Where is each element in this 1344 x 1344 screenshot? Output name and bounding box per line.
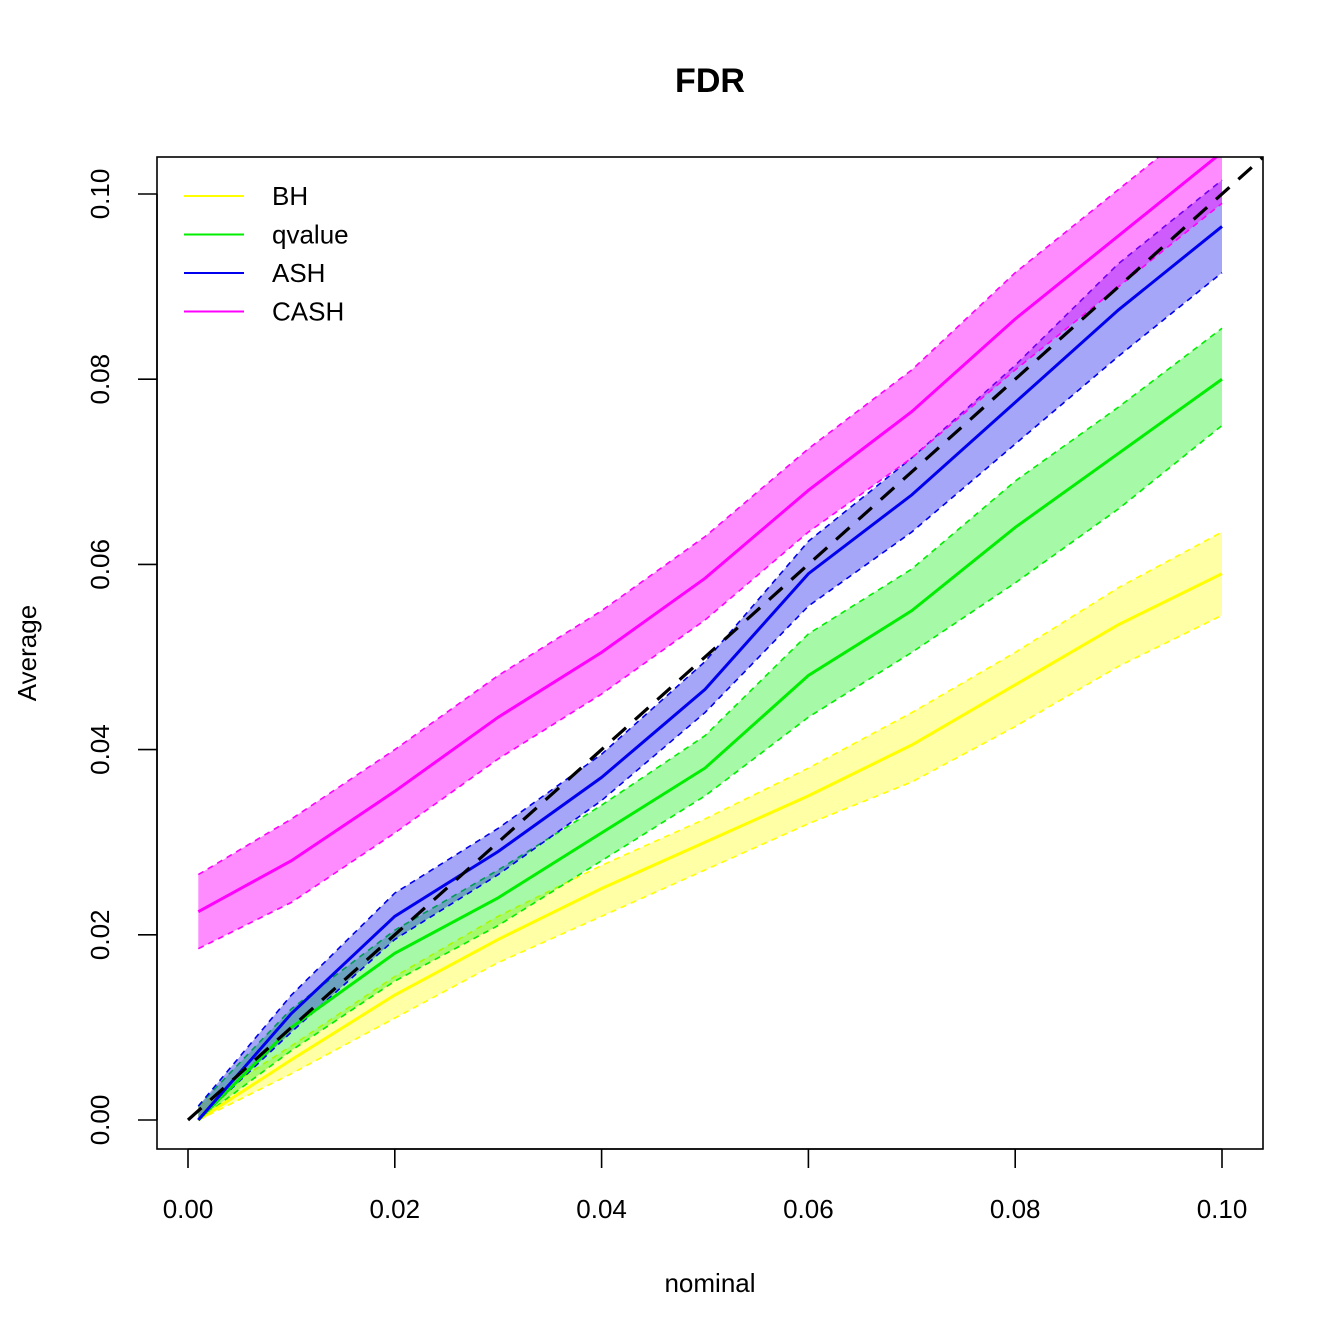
chart-title: FDR (675, 62, 745, 100)
cash-upper-bound (197, 157, 1161, 876)
bh-upper-bound (197, 531, 1223, 1107)
cash-line (197, 157, 1219, 914)
y-tick-label: 0.06 (85, 539, 115, 590)
legend-label-ash: ASH (272, 258, 325, 288)
y-tick-label: 0.00 (85, 1095, 115, 1146)
ash-upper-bound (197, 179, 1223, 1107)
y-tick-label: 0.04 (85, 724, 115, 775)
legend-label-qvalue: qvalue (272, 220, 349, 250)
confidence-bands (197, 157, 1223, 1121)
x-axis-label: nominal (664, 1268, 755, 1298)
legend-label-cash: CASH (272, 297, 344, 327)
reference-diagonal-line (186, 157, 1263, 1122)
x-tick-label: 0.08 (990, 1194, 1041, 1224)
ash-lower-bound (197, 272, 1223, 1121)
qvalue-line (197, 377, 1223, 1122)
bh-line (197, 572, 1223, 1122)
qvalue-upper-bound (197, 327, 1223, 1107)
legend: BH qvalue ASH CASH (184, 181, 349, 327)
series-lines (197, 157, 1223, 1122)
bh-band (198, 532, 1223, 1120)
x-tick-label: 0.06 (783, 1194, 834, 1224)
y-tick-label: 0.10 (85, 169, 115, 220)
x-axis: 0.00 0.02 0.04 0.06 0.08 0.10 (163, 1148, 1248, 1224)
qvalue-band (198, 328, 1223, 1120)
ash-line (197, 225, 1223, 1121)
ash-band (198, 180, 1223, 1121)
x-tick-label: 0.00 (163, 1194, 214, 1224)
y-axis-label: Average (12, 605, 42, 701)
y-tick-label: 0.08 (85, 354, 115, 405)
bh-lower-bound (197, 614, 1223, 1121)
x-tick-label: 0.02 (369, 1194, 420, 1224)
x-tick-label: 0.04 (576, 1194, 627, 1224)
legend-label-bh: BH (272, 181, 308, 211)
y-axis: 0.00 0.02 0.04 0.06 0.08 0.10 (85, 169, 158, 1146)
cash-band (198, 157, 1222, 949)
y-tick-label: 0.02 (85, 909, 115, 960)
reference-line-layer (186, 157, 1263, 1122)
qvalue-lower-bound (197, 424, 1223, 1121)
cash-lower-bound (197, 202, 1223, 950)
x-tick-label: 0.10 (1197, 1194, 1248, 1224)
